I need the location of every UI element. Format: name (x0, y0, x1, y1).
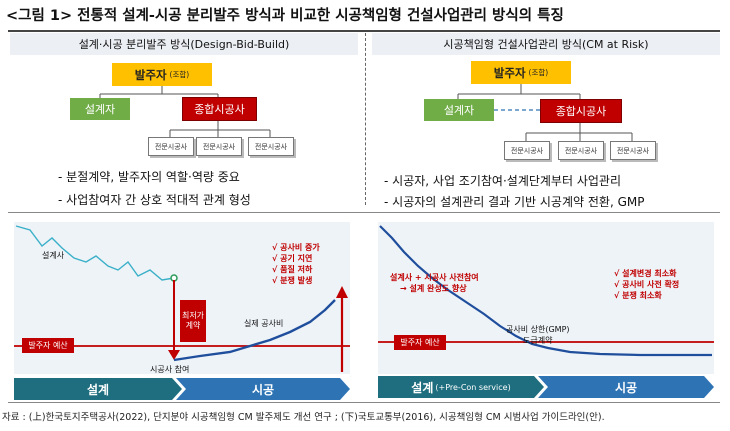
left-owner-label: 발주자 (134, 67, 167, 82)
left-designer-line (15, 225, 175, 281)
left-issue-4: √ 분쟁 발생 (272, 276, 313, 285)
left-actual-cost-line (173, 299, 336, 362)
right-phase-design-label: 설계 (411, 380, 434, 395)
left-phase-design: 설계 (14, 378, 182, 400)
right-benefit-2: √ 공사비 사전 확정 (614, 280, 680, 289)
right-owner-label: 발주자 (493, 65, 526, 80)
panel-divider (365, 33, 366, 205)
left-panel-header: 설계·시공 분리발주 방식(Design-Bid-Build) (10, 33, 358, 55)
left-subcontractor-3: 전문시공사 (248, 137, 294, 156)
left-phase-build: 시공 (176, 378, 350, 400)
right-bullet-2: - 시공자의 설계관리 결과 기반 시공계약 전환, GMP (384, 195, 645, 209)
right-subcontractor-2: 전문시공사 (558, 141, 604, 160)
right-owner-box: 발주자 (조합) (471, 61, 571, 84)
right-contractor-box: 종합시공사 (540, 99, 622, 123)
left-contractor-box: 종합시공사 (182, 97, 257, 121)
left-drop-arrowhead (168, 350, 180, 360)
right-gmp-line2: 도급계약 (523, 336, 553, 345)
right-phase-design-note: (+Pre-Con service) (435, 382, 511, 392)
left-contractor-join-label: 시공사 참여 (150, 365, 190, 374)
right-phase-build: 시공 (538, 376, 714, 398)
right-subcontractor-1: 전문시공사 (504, 141, 550, 160)
left-issue-1: √ 공사비 증가 (272, 243, 320, 252)
right-subcontractor-3: 전문시공사 (610, 141, 656, 160)
left-lowest-bid-tag: 최저가 계약 (180, 300, 206, 342)
right-bullet-1: - 시공자, 사업 조기참여·설계단계부터 사업관리 (384, 174, 621, 188)
left-bullet-1: - 분절계약, 발주자의 역할·역량 중요 (58, 170, 240, 184)
left-bullet-2: - 사업참여자 간 상호 적대적 관계 형성 (58, 193, 251, 207)
bottom-rule (8, 402, 720, 403)
left-budget-label: 발주자 예산 (22, 338, 74, 353)
right-benefit-3: √ 분쟁 최소화 (614, 291, 662, 300)
right-gmp-label: 공사비 상한(GMP) 도급계약 (506, 324, 570, 346)
right-benefit-1: √ 설계변경 최소화 (614, 269, 677, 278)
right-phase-design: 설계 (+Pre-Con service) (378, 376, 544, 398)
right-gmp-line1: 공사비 상한(GMP) (506, 325, 570, 334)
left-subcontractor-2: 전문시공사 (196, 137, 242, 156)
left-issues-list: √ 공사비 증가 √ 공기 지연 √ 품질 저하 √ 분쟁 발생 (272, 242, 320, 286)
right-early-join-note: 설계사 + 시공사 사전참여 → 설계 완성도 향상 (390, 272, 479, 294)
left-issue-2: √ 공기 지연 (272, 254, 313, 263)
right-benefits-list: √ 설계변경 최소화 √ 공사비 사전 확정 √ 분쟁 최소화 (614, 268, 679, 301)
right-budget-label: 발주자 예산 (394, 335, 446, 350)
left-designer-label: 설계사 (42, 251, 65, 260)
left-issue-3: √ 품질 저하 (272, 265, 313, 274)
right-early-join-line1: 설계사 + 시공사 사전참여 (390, 273, 479, 282)
right-designer-box: 설계자 (424, 99, 494, 121)
left-owner-note: (조합) (169, 70, 190, 79)
right-owner-note: (조합) (528, 68, 549, 77)
right-panel-header: 시공책임형 건설사업관리 방식(CM at Risk) (372, 33, 720, 55)
source-note: 자료 : (上)한국토지주택공사(2022), 단지분야 시공책임형 CM 발주… (2, 412, 605, 423)
right-cost-line (379, 225, 712, 357)
middle-rule (8, 212, 720, 213)
figure-title: <그림 1> 전통적 설계-시공 분리발주 방식과 비교한 시공책임형 건설사업… (6, 8, 564, 24)
left-designer-box: 설계자 (70, 98, 130, 120)
left-subcontractor-1: 전문시공사 (148, 137, 194, 156)
left-actual-cost-label: 실제 공사비 (244, 319, 284, 328)
left-owner-box: 발주자 (조합) (112, 63, 212, 86)
right-early-join-line2: → 설계 완성도 향상 (400, 284, 467, 293)
left-rise-arrowhead (336, 286, 348, 298)
top-rule (8, 30, 720, 32)
